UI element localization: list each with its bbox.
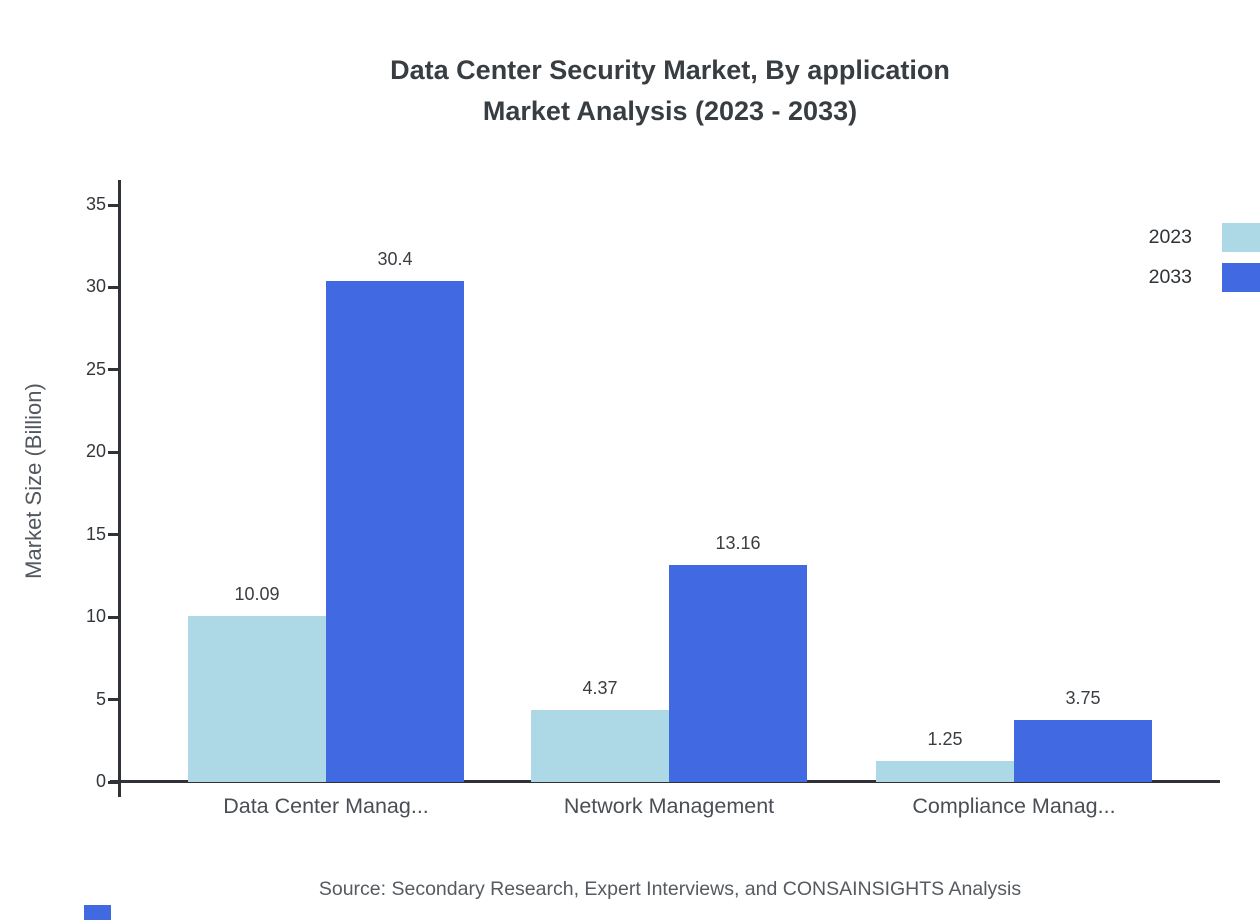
y-axis-tick	[108, 533, 119, 537]
y-axis-tick	[108, 698, 119, 702]
y-axis-tick	[108, 203, 119, 207]
y-axis-tick-label: 15	[85, 523, 106, 544]
y-axis-tick	[108, 615, 119, 619]
y-axis-tick-label: 30	[85, 276, 106, 297]
y-axis-tick-label: 0	[95, 771, 106, 791]
legend-swatch	[1222, 223, 1260, 252]
bar-2033	[326, 280, 464, 782]
chart-title-line1: Data Center Security Market, By applicat…	[390, 55, 950, 85]
chart-title-line2: Market Analysis (2023 - 2033)	[482, 96, 858, 126]
source-note: Source: Secondary Research, Expert Inter…	[318, 878, 1022, 900]
bar-2033	[669, 565, 807, 782]
y-axis-tick-label: 35	[85, 194, 106, 214]
bar-2023	[188, 615, 326, 782]
bar-value-label: 3.75	[1065, 688, 1101, 709]
y-axis-line	[118, 180, 121, 797]
y-axis-tick-label: 20	[85, 441, 106, 462]
y-axis-title: Market Size (Billion)	[21, 383, 46, 579]
bar-value-label: 1.25	[927, 729, 963, 750]
bar-value-label: 4.37	[582, 677, 618, 698]
legend-label: 2033	[1148, 266, 1192, 288]
x-axis-category-label: Compliance Manag...	[912, 794, 1116, 818]
y-axis-tick-label: 10	[85, 606, 106, 627]
bar-2033	[1014, 720, 1152, 782]
y-axis-tick-label: 5	[95, 688, 106, 709]
chart-title: Data Center Security Market, By applicat…	[120, 50, 1220, 132]
y-axis-tick-label: 25	[85, 358, 106, 379]
bar-2023	[876, 761, 1014, 782]
bar-value-label: 10.09	[234, 583, 280, 604]
logo-mark	[84, 905, 111, 920]
x-axis-category-label: Network Management	[563, 794, 775, 818]
y-axis-tick	[108, 780, 119, 784]
bar-2023	[531, 709, 669, 782]
bar-value-label: 13.16	[715, 533, 761, 554]
legend-label: 2023	[1148, 226, 1192, 248]
legend-swatch	[1222, 263, 1260, 292]
bar-value-label: 30.4	[377, 248, 413, 269]
y-axis-tick	[108, 285, 119, 289]
y-axis-tick	[108, 450, 119, 454]
y-axis-tick	[108, 368, 119, 372]
x-axis-category-label: Data Center Manag...	[223, 794, 429, 818]
